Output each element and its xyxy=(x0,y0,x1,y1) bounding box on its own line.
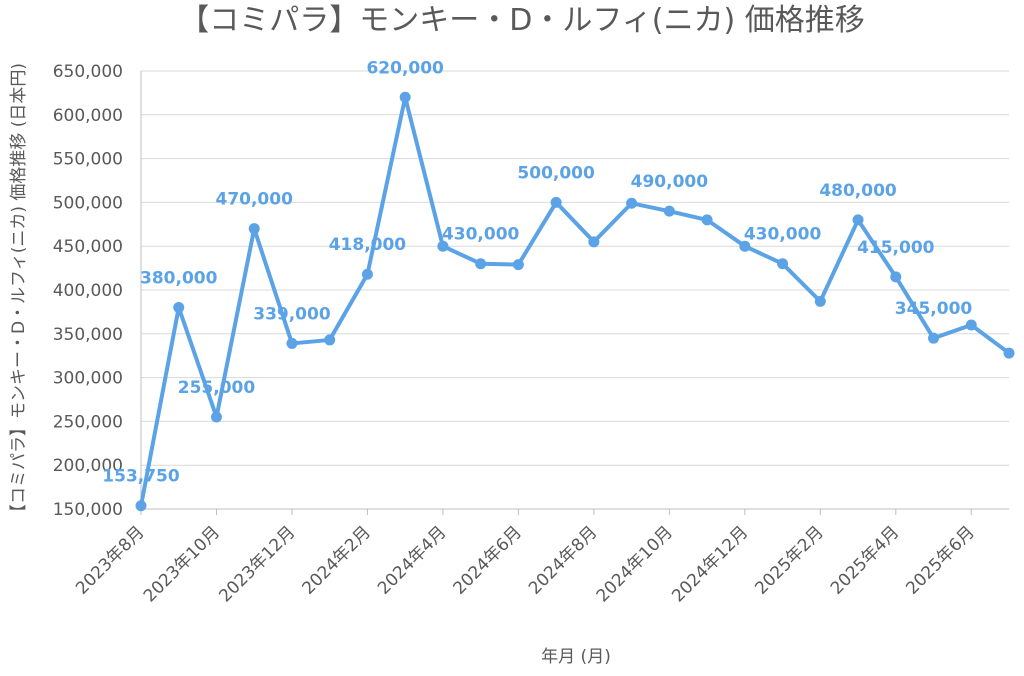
data-label: 415,000 xyxy=(857,238,935,258)
y-tick-label: 400,000 xyxy=(53,281,123,301)
data-label: 153,750 xyxy=(102,467,180,487)
y-tick-label: 650,000 xyxy=(53,62,123,82)
y-tick-label: 200,000 xyxy=(53,456,123,476)
data-label: 430,000 xyxy=(442,225,520,245)
x-tick-label: 2025年2月 xyxy=(751,522,827,598)
data-point xyxy=(135,500,147,512)
data-point xyxy=(550,196,562,208)
x-tick-label: 2023年12月 xyxy=(215,522,299,606)
data-label: 470,000 xyxy=(215,190,293,210)
data-point xyxy=(248,223,260,235)
x-tick-label: 2025年6月 xyxy=(902,522,978,598)
x-tick-label: 2023年8月 xyxy=(72,522,148,598)
data-point xyxy=(890,271,902,283)
x-axis-label: 年月 (月) xyxy=(541,647,611,667)
x-tick-label: 2023年10月 xyxy=(140,522,224,606)
y-axis-ticks: 150,000 200,000 250,000 300,000 350,000 400,0… xyxy=(53,62,123,520)
data-label: 345,000 xyxy=(895,299,973,319)
x-tick-label: 2024年12月 xyxy=(668,522,752,606)
y-tick-label: 300,000 xyxy=(53,369,123,389)
data-point xyxy=(361,268,373,280)
data-label: 620,000 xyxy=(366,58,444,78)
y-tick-label: 150,000 xyxy=(53,500,123,520)
series xyxy=(135,91,1015,512)
data-label: 255,000 xyxy=(178,378,256,398)
y-tick-label: 600,000 xyxy=(53,106,123,126)
data-point xyxy=(588,236,600,248)
y-tick-label: 450,000 xyxy=(53,237,123,257)
data-point xyxy=(663,205,675,217)
data-point xyxy=(286,337,298,349)
data-point xyxy=(437,240,449,252)
x-tick-label: 2024年6月 xyxy=(449,522,525,598)
data-labels: 153,750 380,000 255,000 470,000 339,000 418,0… xyxy=(102,58,972,486)
data-label: 339,000 xyxy=(253,304,331,324)
data-label: 430,000 xyxy=(744,225,822,245)
x-tick-label: 2024年2月 xyxy=(299,522,375,598)
y-tick-label: 500,000 xyxy=(53,193,123,213)
y-tick-label: 350,000 xyxy=(53,325,123,345)
data-label: 418,000 xyxy=(329,235,407,255)
data-point xyxy=(928,332,940,344)
data-point xyxy=(701,214,713,226)
data-label: 480,000 xyxy=(819,181,897,201)
data-point xyxy=(965,319,977,331)
x-tick-label: 2024年8月 xyxy=(525,522,601,598)
data-point xyxy=(173,302,185,314)
x-tick-label: 2025年4月 xyxy=(827,522,903,598)
y-axis-label: 【コミパラ】モンキー・D・ルフィ(ニカ) 価格推移 (日本円) xyxy=(9,63,29,521)
data-label: 380,000 xyxy=(140,269,218,289)
data-point xyxy=(210,411,222,423)
data-point xyxy=(777,258,789,270)
series-line xyxy=(139,95,1011,508)
data-point xyxy=(626,197,638,209)
data-point xyxy=(852,214,864,226)
data-point xyxy=(324,334,336,346)
chart-title: 【コミパラ】モンキー・D・ルフィ(ニカ) 価格推移 xyxy=(179,3,864,38)
data-point xyxy=(512,259,524,271)
data-point xyxy=(399,91,411,103)
grid xyxy=(140,70,1009,510)
x-tick-label: 2024年4月 xyxy=(374,522,450,598)
data-label: 490,000 xyxy=(631,172,709,192)
data-point xyxy=(475,258,487,270)
x-tick-label: 2024年10月 xyxy=(593,522,677,606)
y-tick-label: 250,000 xyxy=(53,412,123,432)
data-point xyxy=(1003,347,1015,359)
data-label: 500,000 xyxy=(517,163,595,183)
y-tick-label: 550,000 xyxy=(53,150,123,170)
data-point xyxy=(739,240,751,252)
data-point xyxy=(814,295,826,307)
